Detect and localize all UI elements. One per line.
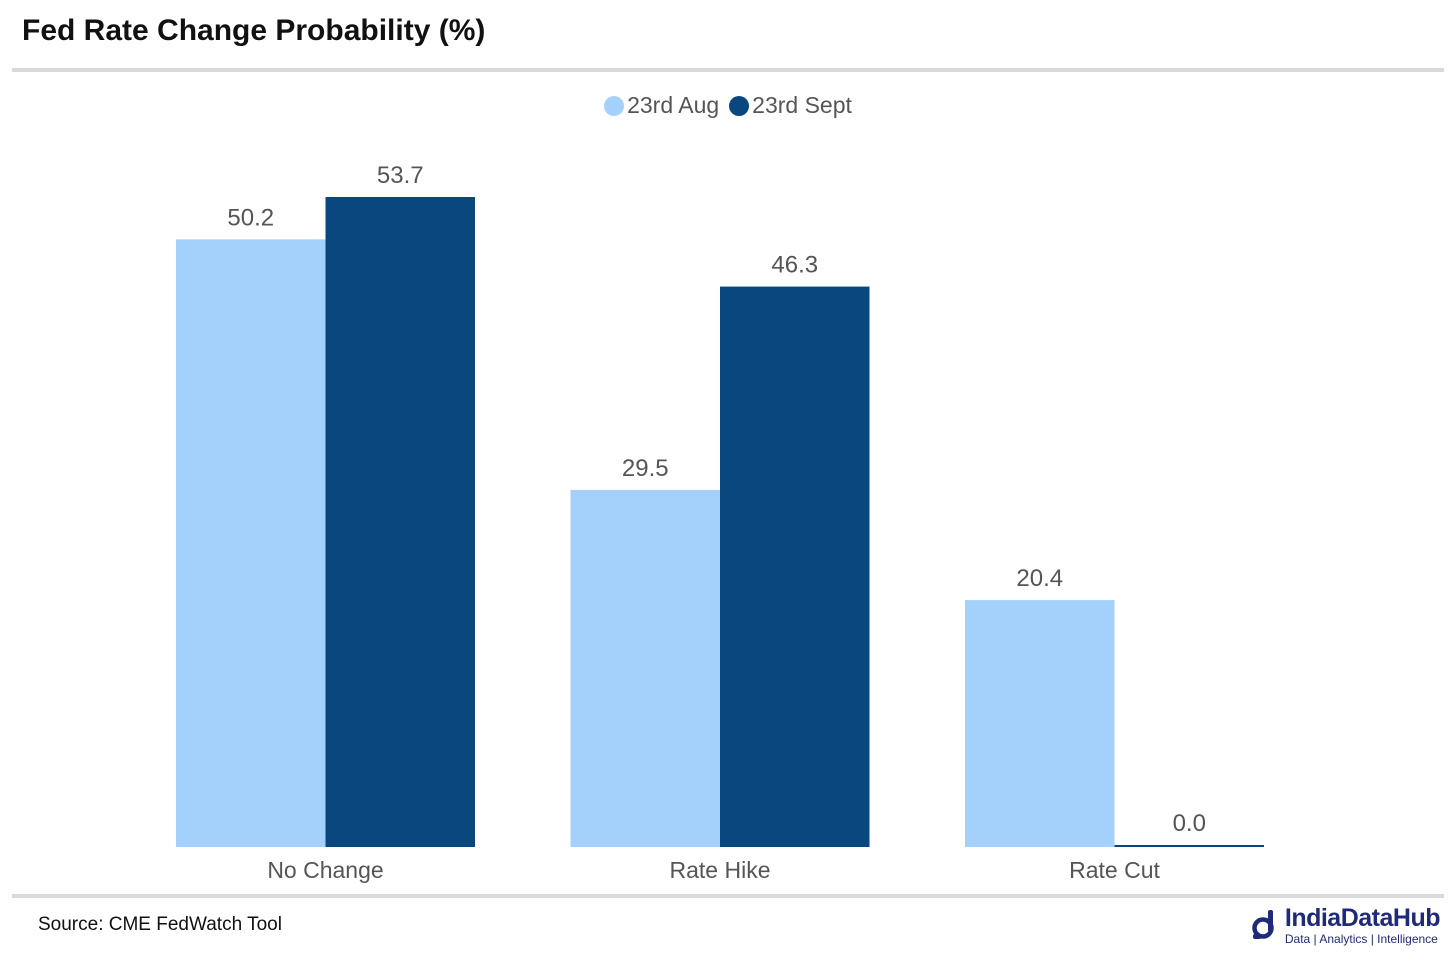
- data-label: 46.3: [771, 252, 818, 279]
- top-divider: [12, 68, 1444, 72]
- bar-rate-hike-series-1: [570, 489, 720, 847]
- bar-rate-cut-series-1: [965, 600, 1115, 847]
- data-label: 20.4: [1016, 565, 1063, 592]
- brand-logo: IndiaDataHub Data | Analytics | Intellig…: [1251, 904, 1441, 946]
- bar-chart: 50.2 53.7 No Change 29.5 46.3 Rate Hike 20.4 0.…: [176, 162, 1264, 883]
- bar-rate-cut-series-2: [1114, 845, 1264, 847]
- x-tick-label: No Change: [267, 857, 383, 883]
- data-label: 53.7: [377, 162, 424, 189]
- bar-rate-hike-series-2: [720, 286, 870, 848]
- legend: 23rd Aug 23rd Sept: [0, 92, 1456, 119]
- data-label: 50.2: [227, 204, 274, 231]
- legend-label-series-2: 23rd Sept: [752, 92, 852, 118]
- brand-tagline: Data | Analytics | Intelligence: [1284, 932, 1438, 946]
- bar-no-change-series-2: [325, 197, 475, 847]
- legend-label-series-1: 23rd Aug: [627, 92, 720, 118]
- bar-no-change-series-1: [176, 239, 326, 847]
- data-label: 0.0: [1173, 810, 1206, 837]
- legend-item-series-2: 23rd Sept: [729, 92, 852, 119]
- legend-item-series-1: 23rd Aug: [604, 92, 719, 119]
- data-label: 29.5: [622, 455, 669, 482]
- bottom-divider: [12, 894, 1444, 898]
- source-note: Source: CME FedWatch Tool: [38, 914, 282, 935]
- legend-marker-series-2: [729, 95, 750, 116]
- brand-logo-icon: [1252, 910, 1274, 939]
- x-tick-label: Rate Cut: [1069, 857, 1160, 883]
- chart-title: Fed Rate Change Probability (%): [22, 14, 486, 47]
- brand-name: IndiaDataHub: [1284, 904, 1441, 932]
- legend-marker-series-1: [604, 95, 625, 116]
- x-tick-label: Rate Hike: [670, 857, 771, 883]
